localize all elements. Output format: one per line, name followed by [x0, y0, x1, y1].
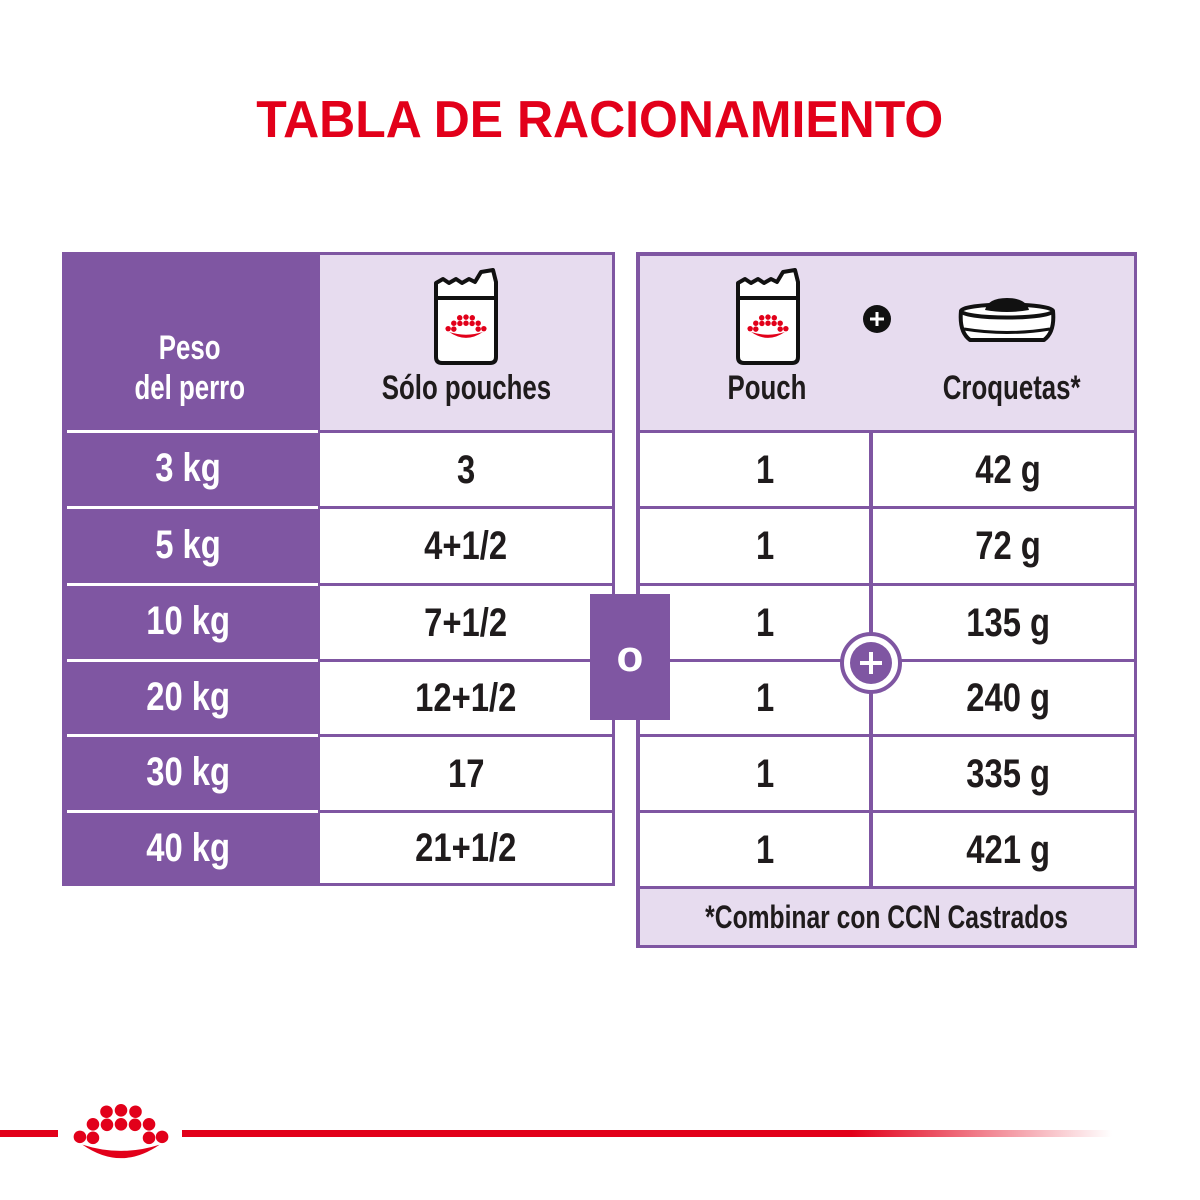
mixed-table-header: Pouch Croquetas* — [640, 256, 1134, 430]
kibble-value: 421 g — [966, 827, 1051, 872]
pouch-value: 1 — [756, 751, 775, 796]
weight-value: 3 kg — [155, 446, 221, 490]
pouch-icon — [434, 268, 498, 365]
bowl-icon — [958, 298, 1056, 342]
pouch-only-table: Peso del perro Sólo pouches 3 kg 3 5 kg … — [62, 252, 615, 886]
kibble-header-cell: Croquetas* — [902, 368, 1122, 408]
kibble-value: 135 g — [966, 600, 1051, 645]
pouch-value: 1 — [756, 600, 775, 645]
pouch-value: 1 — [756, 676, 775, 720]
weight-column-header: Peso del perro — [62, 252, 318, 430]
weight-value: 5 kg — [155, 522, 221, 567]
pouch-value: 1 — [756, 827, 775, 872]
pouches-cell: 17 — [320, 737, 612, 810]
kibble-value: 42 g — [975, 447, 1042, 492]
pouches-header-label: Sólo pouches — [381, 369, 551, 407]
pouch-cell: 1 — [640, 737, 869, 810]
weight-cell: 3 kg — [62, 430, 318, 506]
kibble-cell: 135 g — [873, 586, 1134, 659]
pouches-cell: 21+1/2 — [320, 813, 612, 883]
kibble-cell: 42 g — [873, 433, 1134, 506]
pouch-header-label: Pouch — [727, 369, 807, 407]
page-title-text: TABLA DE RACIONAMIENTO — [256, 91, 944, 149]
pouches-value: 21+1/2 — [415, 826, 517, 870]
page-title: TABLA DE RACIONAMIENTO — [0, 88, 1200, 152]
pouch-header-cell: Pouch — [697, 368, 837, 408]
or-connector: o — [590, 594, 670, 720]
weight-cell: 20 kg — [62, 659, 318, 734]
pouches-cell: 3 — [320, 433, 612, 506]
weight-value: 40 kg — [146, 826, 230, 870]
pouches-value: 3 — [456, 447, 476, 492]
plus-circle-icon — [840, 632, 902, 694]
weight-cell: 30 kg — [62, 734, 318, 810]
kibble-cell: 72 g — [873, 509, 1134, 583]
weight-cell: 40 kg — [62, 810, 318, 886]
brand-line-left — [0, 1130, 58, 1137]
pouches-cell: 7+1/2 — [320, 586, 612, 659]
kibble-value: 72 g — [975, 524, 1042, 568]
weight-cell: 5 kg — [62, 506, 318, 583]
weight-value: 30 kg — [146, 750, 230, 794]
kibble-value: 240 g — [966, 676, 1051, 720]
pouch-value: 1 — [756, 447, 775, 492]
pouches-cell: 12+1/2 — [320, 662, 612, 734]
weight-cell: 10 kg — [62, 583, 318, 659]
pouch-icon — [736, 268, 800, 365]
weight-header-line-1: Peso — [159, 329, 221, 367]
kibble-cell: 421 g — [873, 813, 1134, 886]
pouch-cell: 1 — [640, 433, 869, 506]
pouch-cell: 1 — [640, 509, 869, 583]
pouch-cell: 1 — [640, 813, 869, 886]
or-connector-label: o — [616, 632, 644, 681]
kibble-header-label: Croquetas* — [943, 369, 1081, 407]
weight-value: 10 kg — [146, 599, 230, 643]
footnote-row: *Combinar con CCN Castrados — [640, 889, 1134, 945]
kibble-value: 335 g — [966, 751, 1051, 796]
pouch-cell: 1 — [640, 586, 869, 659]
pouch-cell: 1 — [640, 662, 869, 734]
pouch-value: 1 — [756, 524, 775, 568]
royal-canin-crown-icon — [73, 1104, 169, 1159]
pouches-value: 7+1/2 — [424, 600, 508, 645]
pouches-value: 12+1/2 — [415, 676, 517, 720]
pouches-column-header: Sólo pouches — [320, 255, 612, 430]
pouches-value: 17 — [447, 751, 485, 796]
pouches-cell: 4+1/2 — [320, 509, 612, 583]
plus-circle-icon — [863, 305, 891, 333]
weight-header-line-2: del perro — [134, 369, 246, 407]
kibble-cell: 240 g — [873, 662, 1134, 734]
footnote-text: *Combinar con CCN Castrados — [705, 898, 1069, 935]
pouches-value: 4+1/2 — [424, 524, 508, 568]
mixed-feeding-table: Pouch Croquetas* 1 42 g 1 72 g 1 135 g 1… — [636, 252, 1137, 948]
kibble-cell: 335 g — [873, 737, 1134, 810]
brand-line-right — [182, 1130, 1112, 1137]
weight-value: 20 kg — [146, 674, 230, 719]
